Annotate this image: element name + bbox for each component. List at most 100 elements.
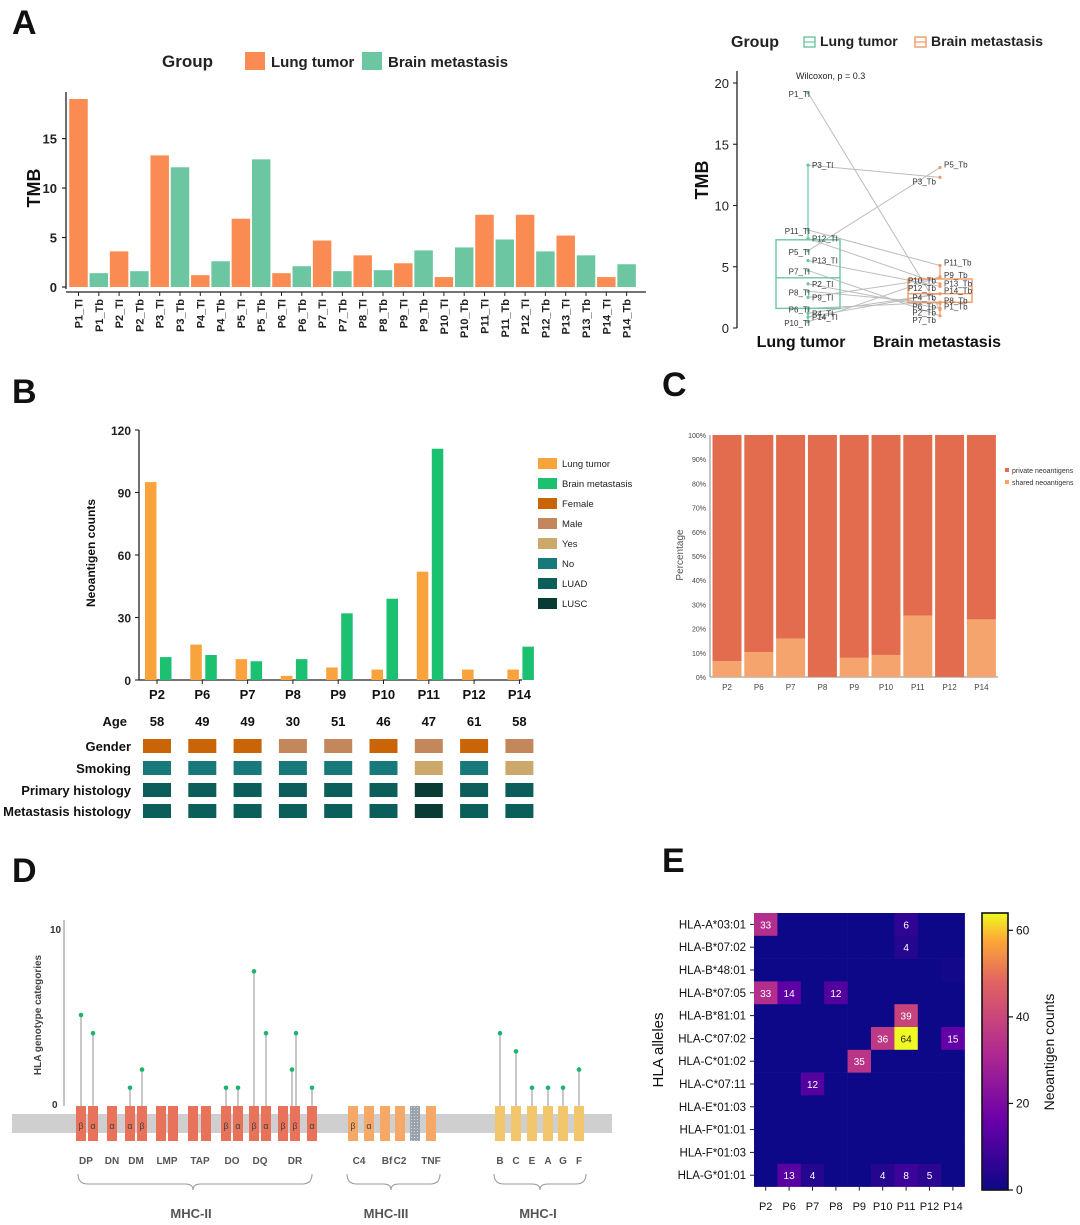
- annotation-cell: [414, 761, 443, 775]
- annotation-cell: [143, 739, 171, 753]
- heatmap-cell: [800, 1049, 825, 1073]
- heatmap-cell: [777, 935, 802, 959]
- gene-block-mhc2: [137, 1106, 147, 1141]
- point-P10_TI: [806, 320, 810, 324]
- x-tick-label: P9_TI: [398, 299, 410, 328]
- x-tick-label: P10: [879, 683, 894, 692]
- colorbar: [981, 912, 1009, 1191]
- heatmap-cell: [824, 1072, 848, 1096]
- heatmap-cell: [800, 1072, 825, 1096]
- lollipop-dot: [529, 1085, 535, 1091]
- panel-letter-e: E: [662, 842, 685, 880]
- region-brace: [346, 1173, 441, 1191]
- row-label: HLA-F*01:03: [680, 1147, 746, 1159]
- heatmap-value: 4: [903, 943, 909, 954]
- greek-label: α: [263, 1121, 268, 1131]
- bar-P4_TI: [191, 275, 210, 287]
- heatmap-cell: [824, 981, 848, 1005]
- heatmap-cell: [754, 958, 778, 982]
- col-label: P8: [829, 1201, 842, 1213]
- point-label-P12_Tb: P12_Tb: [908, 284, 937, 293]
- gene-label-A: A: [544, 1156, 551, 1167]
- x-tick-label: P7: [786, 683, 796, 692]
- heatmap-cell: [894, 958, 919, 982]
- panel-letter-b: B: [12, 373, 37, 411]
- x-tick-label: P2: [149, 687, 165, 702]
- heatmap-cell: [847, 1118, 872, 1142]
- region-label-MHC-I: MHC-I: [519, 1206, 557, 1221]
- legend-swatch: [538, 558, 557, 569]
- greek-label: β: [251, 1121, 256, 1131]
- heatmap-cell: [847, 958, 872, 982]
- bar-lung-P12: [462, 669, 474, 680]
- bar-shared-P2: [712, 661, 742, 677]
- col-label: P2: [759, 1201, 772, 1213]
- row-label: HLA-F*01:01: [680, 1125, 746, 1137]
- heatmap-cell: [800, 1004, 825, 1028]
- legend-label: Male: [562, 519, 583, 530]
- panel-a-tmb-bar-chart: Group Lung tumor Brain metastasis TMB 0 5…: [24, 52, 646, 338]
- y-tick-10-d: 10: [50, 925, 62, 936]
- lollipop-dot: [235, 1085, 241, 1091]
- x-tick-label: P4_Tb: [216, 299, 228, 332]
- legend-label-private: private neoantigens: [1012, 468, 1074, 475]
- heatmap-cell: [917, 1118, 942, 1142]
- heatmap-cell: [847, 913, 872, 937]
- gene-block-mhc2: [201, 1106, 211, 1141]
- bar-brain-P2: [160, 657, 172, 680]
- lollipop-dot: [90, 1030, 96, 1036]
- heatmap-cell: [824, 1141, 848, 1165]
- point-label-P4_TI: P4_TI: [812, 309, 833, 318]
- point-label-P2_Tb: P2_Tb: [912, 308, 936, 317]
- point-label-P8_TI: P8_TI: [789, 288, 810, 297]
- greek-label: α: [235, 1121, 240, 1131]
- gene-block-mhc2: [125, 1106, 135, 1141]
- lollipop-dot: [513, 1049, 519, 1054]
- gene-block-tnf: [410, 1106, 420, 1141]
- legend-label: Female: [562, 499, 594, 510]
- point-P7_TI: [806, 268, 810, 273]
- heatmap-cell: [871, 935, 895, 959]
- col-label: P9: [853, 1201, 866, 1213]
- point-label-P7_TI: P7_TI: [789, 267, 810, 276]
- point-P12_TI: [806, 236, 810, 241]
- col-label: P12: [920, 1201, 940, 1213]
- point-P11_Tb: [938, 263, 942, 268]
- heatmap-cell: [847, 1072, 872, 1096]
- bar-private-P8: [807, 435, 837, 677]
- bar-brain-P14: [522, 646, 534, 680]
- greek-label: β: [223, 1121, 228, 1131]
- gene-label-DP: DP: [79, 1156, 93, 1167]
- gene-block-mhc2: [107, 1106, 117, 1141]
- bar-P4_Tb: [211, 261, 230, 287]
- heatmap-cell: [847, 981, 872, 1005]
- heatmap-cell: [824, 913, 848, 937]
- legend-swatch-private: [1005, 468, 1009, 472]
- x-tick-label: P8: [818, 683, 828, 692]
- annotation-cell: [460, 761, 489, 775]
- gene-block-mhc2: [249, 1106, 259, 1141]
- x-tick-label: P7_TI: [317, 299, 329, 328]
- heatmap-value: 33: [760, 920, 772, 931]
- colorbar-tick-label: 40: [1016, 1010, 1030, 1024]
- y-tick-label: 0: [50, 280, 57, 295]
- point-label-P12_TI: P12_TI: [812, 235, 838, 244]
- heatmap-cell: [941, 1072, 965, 1096]
- point-label-P4_Tb: P4_Tb: [912, 294, 936, 303]
- gene-block-mhc2: [261, 1106, 271, 1141]
- heatmap-cell: [871, 1163, 895, 1187]
- bar-lung-P10: [371, 669, 383, 680]
- annotation-cell: [324, 739, 353, 753]
- col-label: P7: [806, 1201, 819, 1213]
- pair-line-P1: [807, 92, 941, 310]
- annotation-cell: [233, 804, 262, 818]
- x-tick-label: P12_Tb: [540, 299, 552, 338]
- x-tick-label: P11_Tb: [500, 299, 512, 338]
- bar-P11_TI: [475, 214, 494, 287]
- y-tick-label: 60%: [692, 530, 706, 537]
- panel-a-paired-tmb-plot: Group Lung tumor Brain metastasis TMB Wi…: [692, 33, 1043, 351]
- heatmap-value: 13: [784, 1171, 796, 1182]
- x-tick-label: P13_Tb: [581, 299, 593, 338]
- heatmap-cell: [777, 913, 802, 937]
- x-tick-label: P14: [974, 683, 989, 692]
